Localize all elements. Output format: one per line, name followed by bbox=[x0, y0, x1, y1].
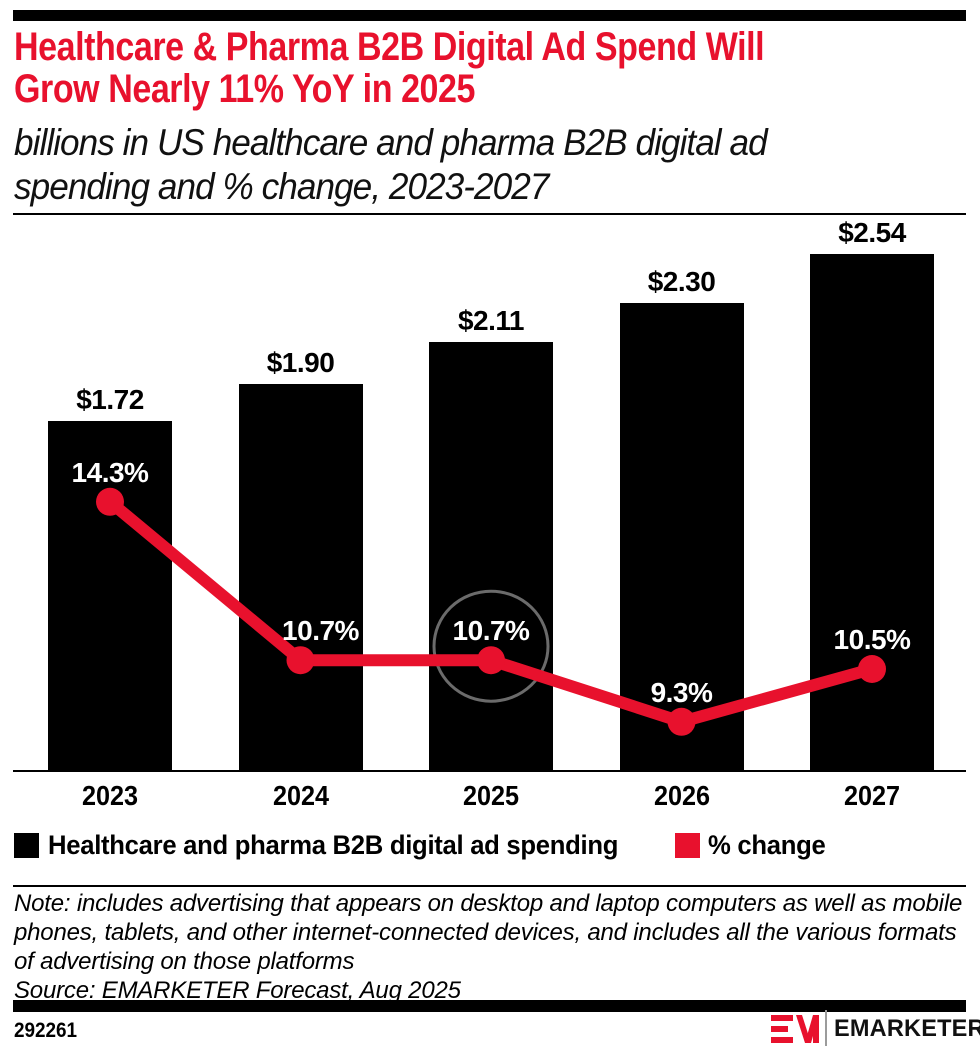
subtitle-divider-rule bbox=[13, 213, 966, 215]
chart-subtitle-line-1: billions in US healthcare and pharma B2B… bbox=[14, 122, 768, 163]
pct-change-label-2023: 14.3% bbox=[71, 456, 149, 488]
legend-label-pct-change: % change bbox=[708, 830, 826, 860]
chart-area: $1.72 2023 $1.90 2024 $2.11 2025 $2.30 2026 $2.5… bbox=[0, 215, 980, 815]
pct-change-line-layer bbox=[96, 487, 886, 736]
highlight-circle-2025 bbox=[432, 589, 550, 703]
note-line-1: Note: includes advertising that appears … bbox=[14, 890, 963, 917]
chart-note: Note: includes advertising that appears … bbox=[14, 889, 966, 1005]
page-title-line-2: Grow Nearly 11% YoY in 2025 bbox=[14, 67, 476, 111]
top-rule bbox=[13, 10, 966, 21]
pct-change-label-2024: 10.7% bbox=[282, 615, 359, 647]
bar-2025 bbox=[429, 342, 553, 770]
bar-value-label-2024: $1.90 bbox=[266, 347, 335, 378]
source-line: Source: EMARKETER Forecast, Aug 2025 bbox=[14, 977, 461, 1004]
bar-2023 bbox=[48, 421, 172, 770]
pct-change-point-2023 bbox=[96, 487, 124, 516]
x-axis-label-2024: 2024 bbox=[272, 780, 329, 811]
note-line-3: of advertising on those platforms bbox=[14, 948, 355, 975]
pct-change-label-2026: 9.3% bbox=[650, 676, 713, 708]
pct-change-point-2026 bbox=[667, 707, 696, 736]
logo-wordmark: EMARKETER bbox=[834, 1015, 980, 1042]
bottom-rule bbox=[13, 1000, 966, 1012]
legend-label-spending: Healthcare and pharma B2B digital ad spe… bbox=[48, 830, 619, 860]
bar-2026 bbox=[619, 303, 744, 770]
pct-change-point-2025 bbox=[477, 646, 505, 675]
legend-swatch-spending bbox=[14, 833, 39, 858]
legend-swatch-pct-change bbox=[675, 833, 700, 858]
pct-change-point-2024 bbox=[286, 646, 315, 675]
chart-subtitle-line-2: spending and % change, 2023-2027 bbox=[14, 166, 549, 207]
pct-change-label-2027: 10.5% bbox=[833, 624, 911, 655]
note-line-2: phones, tablets, and other internet-conn… bbox=[14, 919, 957, 946]
bar-value-label-2023: $1.72 bbox=[76, 384, 144, 415]
bar-value-label-2026: $2.30 bbox=[647, 266, 716, 297]
logo-divider bbox=[825, 1010, 827, 1046]
emarketer-logo: EMARKETER bbox=[770, 1010, 980, 1048]
x-axis-label-2025: 2025 bbox=[462, 780, 520, 811]
chart-id: 292261 bbox=[14, 1019, 78, 1042]
x-axis-label-2027: 2027 bbox=[843, 780, 901, 811]
page-title-line-1: Healthcare & Pharma B2B Digital Ad Spend… bbox=[14, 25, 765, 69]
x-axis-label-2026: 2026 bbox=[653, 780, 710, 811]
pct-change-line bbox=[106, 497, 874, 729]
x-axis-label-2023: 2023 bbox=[81, 780, 139, 811]
pct-change-point-2027 bbox=[858, 655, 886, 683]
x-axis-line bbox=[13, 770, 966, 772]
em-monogram-icon bbox=[771, 1015, 819, 1043]
bar-value-label-2027: $2.54 bbox=[838, 217, 906, 248]
page-title: Healthcare & Pharma B2B Digital Ad Spend… bbox=[14, 26, 966, 110]
note-divider-rule bbox=[13, 885, 966, 887]
pct-change-label-2025: 10.7% bbox=[452, 615, 530, 647]
chart-subtitle: billions in US healthcare and pharma B2B… bbox=[14, 121, 964, 209]
bar-value-label-2025: $2.11 bbox=[457, 305, 525, 336]
bar-2024 bbox=[238, 384, 363, 770]
